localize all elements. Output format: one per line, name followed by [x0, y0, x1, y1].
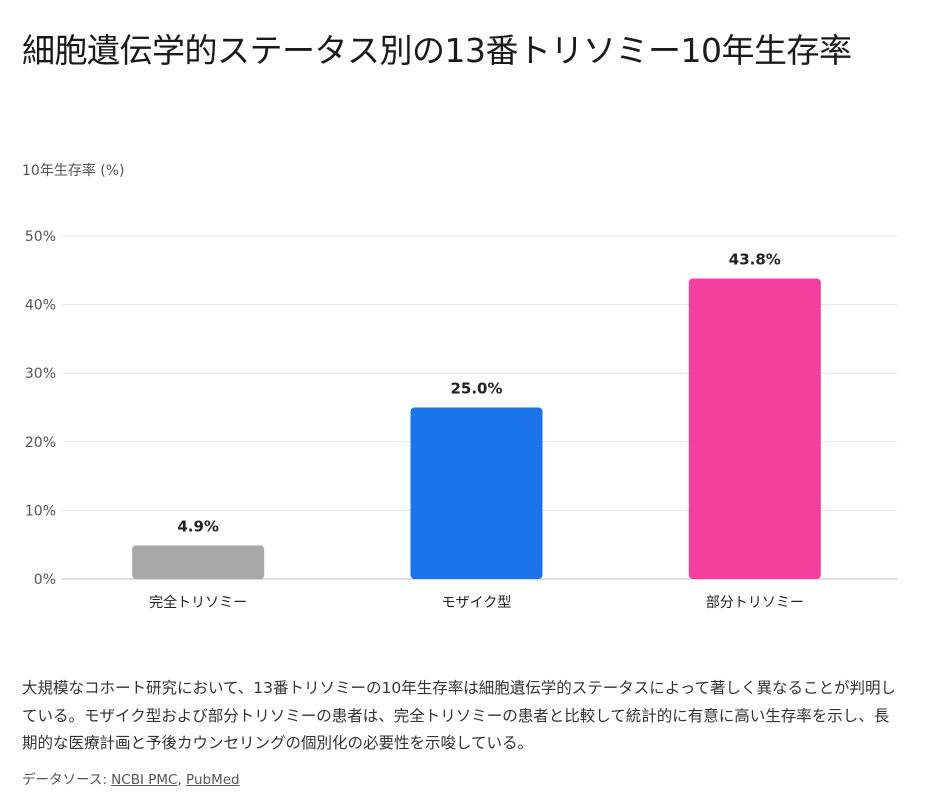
data-label: 4.9% — [177, 517, 219, 535]
x-tick-label: 完全トリソミー — [149, 594, 247, 611]
data-source: データソース: NCBI PMC, PubMed — [22, 768, 240, 788]
chart-description: 大規模なコホート研究において、13番トリソミーの10年生存率は細胞遺伝学的ステー… — [22, 679, 896, 752]
y-tick-label: 40% — [25, 298, 56, 314]
x-tick-label: 部分トリソミー — [706, 595, 804, 611]
y-tick-label: 10% — [25, 503, 56, 519]
y-axis-label: 10年生存率 (%) — [22, 163, 125, 179]
data-label: 25.0% — [450, 380, 502, 398]
bar — [410, 407, 543, 579]
bar-chart: 0% 10% 20% 30% 40% 50% 4.9% 完全トリソミー 25.0% モザイク型 43… — [25, 229, 897, 611]
source-prefix: データソース: — [22, 772, 112, 788]
source-separator: , — [177, 772, 187, 788]
x-tick-label: モザイク型 — [442, 595, 512, 611]
y-tick-label: 20% — [25, 435, 56, 451]
y-tick-label: 50% — [25, 229, 56, 245]
y-tick-label: 0% — [34, 572, 56, 588]
chart-title: 細胞遺伝学的ステータス別の13番トリソミー10年生存率 — [22, 31, 852, 70]
y-tick-label: 30% — [25, 366, 56, 382]
bar — [688, 278, 821, 579]
data-label: 43.8% — [729, 251, 781, 269]
bar — [132, 545, 265, 579]
source-link-ncbi-pmc[interactable]: NCBI PMC — [111, 772, 178, 788]
source-link-pubmed[interactable]: PubMed — [186, 772, 240, 788]
